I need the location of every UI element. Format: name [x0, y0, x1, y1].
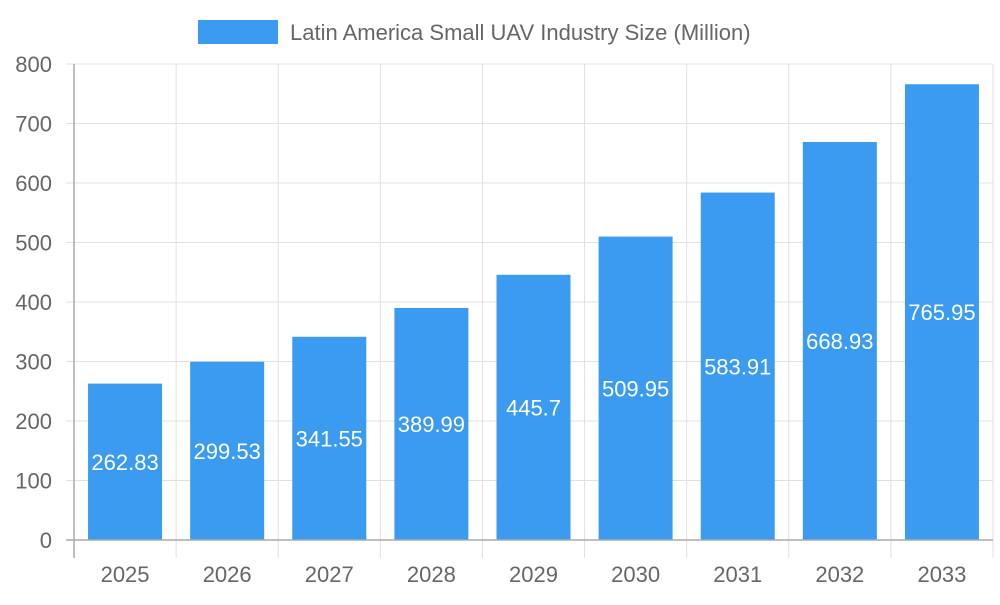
x-tick-label: 2025 [101, 562, 150, 587]
legend-swatch [198, 20, 278, 44]
data-label: 262.83 [91, 450, 158, 475]
bar[interactable] [700, 192, 775, 540]
x-tick-label: 2029 [509, 562, 558, 587]
bars [88, 84, 979, 541]
x-tick-label: 2028 [407, 562, 456, 587]
data-label: 668.93 [806, 329, 873, 354]
x-tick-label: 2030 [611, 562, 660, 587]
axes: 0 100 200 300 400 500 600 700 800 2025 2026 2027 202… [15, 52, 993, 587]
y-tick-label: 700 [15, 112, 52, 137]
y-tick-label: 600 [15, 171, 52, 196]
y-tick-label: 100 [15, 469, 52, 494]
data-label: 389.99 [398, 412, 465, 437]
y-tick-label: 800 [15, 52, 52, 77]
x-tick-label: 2032 [815, 562, 864, 587]
bar[interactable] [292, 336, 367, 540]
data-label: 299.53 [194, 439, 261, 464]
legend-label: Latin America Small UAV Industry Size (M… [290, 20, 751, 45]
bar[interactable] [802, 141, 877, 541]
data-label: 509.95 [602, 376, 669, 401]
data-label: 445.7 [506, 395, 561, 420]
data-label: 583.91 [704, 354, 771, 379]
y-tick-label: 200 [15, 409, 52, 434]
bar[interactable] [904, 84, 979, 540]
bar[interactable] [496, 274, 571, 540]
bar[interactable] [88, 383, 163, 540]
x-tick-label: 2033 [917, 562, 966, 587]
data-labels: 262.83 299.53 341.55 389.99 445.7 509.95 583.9… [91, 300, 975, 475]
bar[interactable] [394, 307, 469, 540]
bar[interactable] [190, 361, 265, 540]
data-label: 341.55 [296, 426, 363, 451]
legend[interactable]: Latin America Small UAV Industry Size (M… [198, 20, 751, 45]
y-tick-label: 300 [15, 350, 52, 375]
x-tick-label: 2027 [305, 562, 354, 587]
x-tick-label: 2026 [203, 562, 252, 587]
bar[interactable] [598, 236, 673, 540]
y-tick-label: 0 [40, 528, 52, 553]
x-tick-label: 2031 [713, 562, 762, 587]
y-tick-label: 500 [15, 231, 52, 256]
y-tick-label: 400 [15, 290, 52, 315]
data-label: 765.95 [908, 300, 975, 325]
